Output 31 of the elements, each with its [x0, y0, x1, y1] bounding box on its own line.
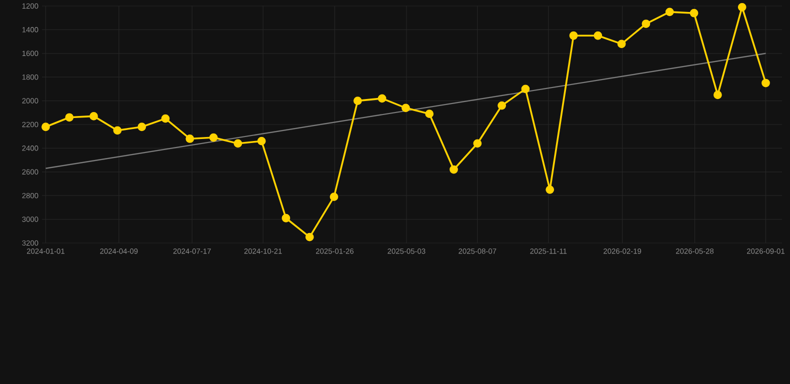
point — [594, 31, 602, 40]
point — [642, 20, 650, 28]
point — [90, 112, 98, 120]
point — [234, 139, 242, 148]
point — [186, 134, 194, 143]
point — [353, 96, 362, 105]
point — [42, 122, 50, 132]
point — [521, 84, 530, 94]
point — [713, 90, 722, 100]
point — [138, 122, 146, 132]
point — [738, 2, 746, 12]
point — [161, 114, 170, 123]
point — [762, 78, 770, 88]
point — [113, 126, 122, 135]
point — [402, 104, 410, 112]
point — [546, 185, 554, 194]
point — [282, 214, 290, 222]
point — [305, 232, 314, 242]
point — [65, 113, 74, 122]
point — [617, 40, 626, 48]
point — [665, 8, 674, 16]
point — [498, 101, 506, 110]
point — [473, 139, 482, 148]
point — [425, 110, 434, 118]
point — [450, 165, 458, 174]
point — [330, 192, 338, 201]
point — [569, 31, 578, 40]
point — [690, 8, 698, 18]
point — [378, 94, 386, 103]
point — [257, 136, 266, 146]
point — [209, 133, 218, 142]
